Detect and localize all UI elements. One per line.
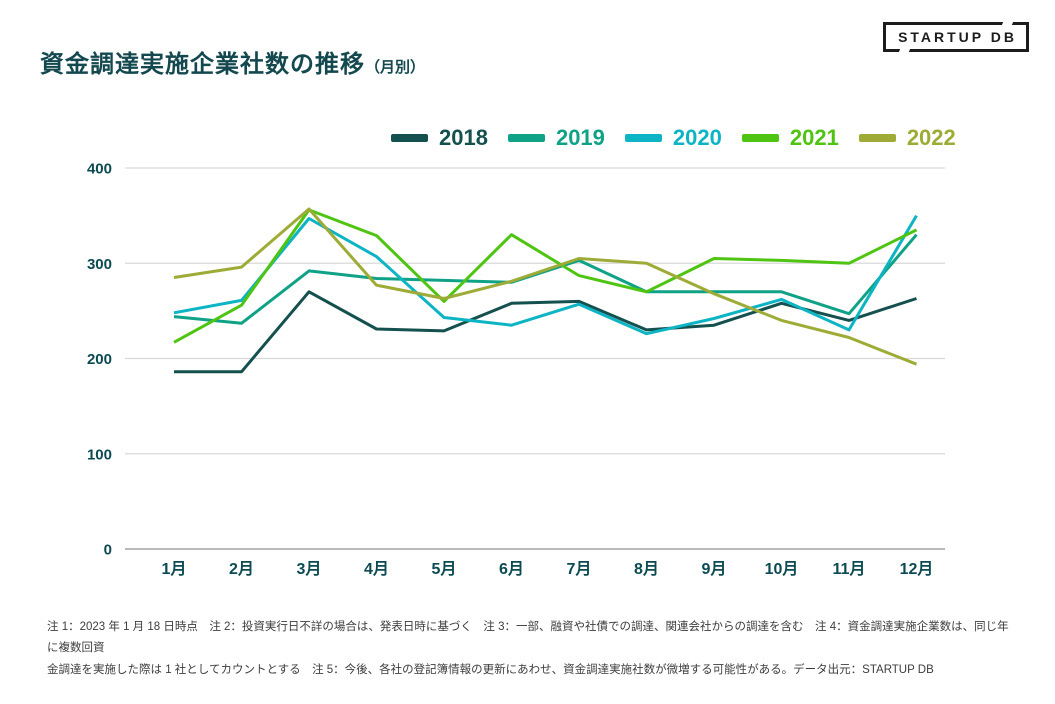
y-axis-tick-label: 0 bbox=[104, 542, 112, 559]
y-axis-tick-label: 400 bbox=[87, 161, 112, 178]
legend-swatch bbox=[391, 134, 428, 142]
legend-swatch bbox=[624, 134, 662, 142]
legend-label: 2018 bbox=[439, 125, 488, 150]
series-line-2018 bbox=[174, 290, 917, 374]
legend-swatch bbox=[507, 134, 545, 142]
legend-label: 2019 bbox=[555, 125, 605, 150]
legend-item-2021: 2021 bbox=[741, 125, 839, 150]
x-axis-tick-label: 8月 bbox=[634, 560, 659, 578]
chart-legend: 2018 2019 2020 2021 2022 bbox=[391, 124, 956, 152]
footnote-line: 注 1：2023 年 1 月 18 日時点 注 2：投資実行日不詳の場合は、発表… bbox=[47, 621, 1009, 655]
startup-db-logo: STARTUP DB bbox=[883, 18, 1029, 56]
line-chart: 0 100 200 300 400 1月 2月 3月 4月 5月 6月 7月 8月 9月 10月 11月 12月 bbox=[87, 161, 945, 578]
legend-label: 2022 bbox=[906, 125, 956, 150]
footnote-line: 金調達を実施した際は 1 社としてカウントとする 注 5：今後、各社の登記簿情報… bbox=[47, 663, 934, 676]
legend-item-2022: 2022 bbox=[858, 125, 956, 150]
series-line-2021 bbox=[173, 208, 918, 344]
x-axis-tick-label: 1月 bbox=[162, 560, 187, 578]
page-title-main: 資金調達実施企業社数の推移 bbox=[40, 51, 365, 78]
page-title-sub: （月別） bbox=[365, 59, 426, 76]
y-axis-tick-label: 100 bbox=[87, 446, 112, 463]
x-axis-tick-label: 3月 bbox=[297, 560, 322, 578]
legend-swatch bbox=[741, 134, 779, 142]
x-axis-tick-label: 11月 bbox=[833, 560, 866, 578]
legend-item-2019: 2019 bbox=[507, 125, 605, 150]
x-axis-tick-label: 9月 bbox=[702, 560, 727, 578]
legend-swatch bbox=[858, 134, 896, 142]
y-axis-tick-label: 200 bbox=[87, 351, 112, 368]
footnotes: 注 1：2023 年 1 月 18 日時点 注 2：投資実行日不詳の場合は、発表… bbox=[47, 617, 1012, 681]
y-axis-tick-label: 300 bbox=[87, 256, 112, 273]
x-axis-tick-label: 7月 bbox=[567, 560, 592, 578]
legend-item-2020: 2020 bbox=[624, 125, 722, 150]
legend-item-2018: 2018 bbox=[391, 127, 488, 149]
x-axis-tick-label: 5月 bbox=[432, 560, 457, 578]
x-axis-tick-label: 12月 bbox=[900, 560, 934, 578]
legend-label: 2021 bbox=[789, 125, 839, 150]
startup-db-logo-text: STARTUP DB bbox=[898, 29, 1017, 45]
series-line-2022 bbox=[173, 207, 918, 366]
legend-label: 2020 bbox=[672, 125, 722, 150]
x-axis-tick-label: 6月 bbox=[499, 560, 524, 578]
series-line-2020 bbox=[173, 214, 918, 336]
x-axis-tick-label: 4月 bbox=[364, 560, 389, 578]
page-title: 資金調達実施企業社数の推移 （月別） bbox=[40, 44, 425, 79]
x-axis-tick-label: 10月 bbox=[765, 560, 799, 578]
x-axis-tick-label: 2月 bbox=[229, 560, 254, 578]
